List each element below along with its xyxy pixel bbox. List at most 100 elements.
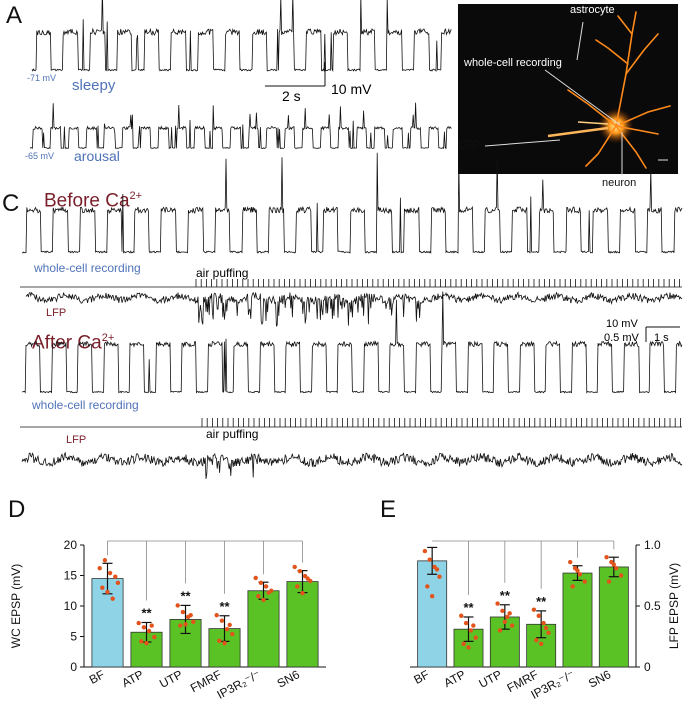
y-tick-label: 10 xyxy=(64,599,78,613)
data-point xyxy=(256,594,261,599)
lfp-path xyxy=(25,291,683,327)
data-point xyxy=(191,619,196,625)
category-label: BF xyxy=(411,667,431,687)
data-point xyxy=(224,626,230,632)
data-point xyxy=(500,608,505,614)
data-point xyxy=(463,620,469,626)
data-point xyxy=(219,618,225,623)
data-point xyxy=(495,601,500,606)
data-point xyxy=(497,628,503,633)
data-point xyxy=(305,576,310,581)
sleepy-trace xyxy=(31,0,452,73)
data-point xyxy=(102,558,108,563)
data-point xyxy=(183,622,188,627)
data-point xyxy=(188,612,193,618)
data-point xyxy=(534,637,539,643)
after-air-puff-marks xyxy=(20,418,682,428)
after-lfp-trace xyxy=(21,451,683,479)
data-point xyxy=(146,628,152,634)
data-point xyxy=(575,568,580,573)
data-point xyxy=(505,614,510,620)
after-wc-trace xyxy=(22,291,683,394)
data-point xyxy=(611,562,617,567)
lfp-electrode xyxy=(547,126,609,138)
y-tick-label: 0 xyxy=(644,660,651,674)
neuron-label: neuron xyxy=(602,177,637,189)
data-point xyxy=(429,594,435,599)
data-point xyxy=(217,638,222,643)
c-lfp-scale-label: 0.5 mV xyxy=(604,332,639,344)
data-point xyxy=(507,611,512,616)
panel-letter-d: D xyxy=(8,496,26,523)
panel-b-annotations xyxy=(484,21,623,176)
data-point xyxy=(115,580,121,586)
category-label: ATP xyxy=(442,667,468,690)
panel-letter-c: C xyxy=(2,190,20,217)
category-label: ATP xyxy=(120,667,146,690)
data-point xyxy=(568,559,573,565)
data-point xyxy=(473,635,478,640)
data-point xyxy=(230,631,235,637)
trace-path xyxy=(21,152,683,254)
data-point xyxy=(297,569,303,574)
before-wc-label: whole-cell recording xyxy=(34,261,141,275)
time-scale-label: 2 s xyxy=(282,88,301,104)
data-point xyxy=(227,622,232,628)
data-point xyxy=(536,613,541,618)
data-point xyxy=(263,584,269,589)
bar xyxy=(562,572,593,668)
after-air-puff-label: air puffing xyxy=(206,427,259,441)
significance-marker: ** xyxy=(536,594,547,609)
data-point xyxy=(253,575,258,581)
data-point xyxy=(577,572,583,577)
significance-marker: ** xyxy=(463,600,474,615)
bar xyxy=(247,590,280,668)
data-point xyxy=(468,628,474,633)
arousal-state-label: arousal xyxy=(74,148,120,164)
significance-marker: ** xyxy=(141,605,152,620)
after-lfp-label: LFP xyxy=(66,434,87,446)
data-point xyxy=(614,565,619,571)
data-point xyxy=(437,574,442,579)
significance-marker: ** xyxy=(219,599,230,614)
bar xyxy=(417,560,448,668)
trace-path xyxy=(29,102,452,150)
panel-letter-e: E xyxy=(380,496,397,523)
data-point xyxy=(105,589,110,595)
neuron-fluorescence xyxy=(547,11,671,169)
data-point xyxy=(541,620,546,626)
y-tick-label: 15 xyxy=(64,569,78,583)
y-tick-label: 1.0 xyxy=(644,538,661,552)
data-point xyxy=(434,567,440,572)
arousal-trace xyxy=(29,102,452,150)
category-label: SN6 xyxy=(586,667,613,690)
data-point xyxy=(113,574,118,579)
data-point xyxy=(136,620,141,626)
panel-c-traces xyxy=(20,152,683,479)
lfp-path xyxy=(21,451,683,479)
trace-path xyxy=(22,291,683,394)
significance-marker: ** xyxy=(500,588,511,603)
data-point xyxy=(604,555,609,560)
data-point xyxy=(180,609,186,615)
data-point xyxy=(175,603,180,608)
data-point xyxy=(422,548,428,554)
lfp-label: LFP xyxy=(458,138,481,152)
c-time-scale-label: 1 s xyxy=(654,332,669,344)
trace-path xyxy=(31,0,452,73)
data-point xyxy=(97,565,102,571)
data-point xyxy=(266,590,271,595)
arousal-voltage-label: -65 mV xyxy=(25,151,55,161)
data-point xyxy=(466,645,471,650)
data-point xyxy=(149,623,154,628)
y-tick-label: 0 xyxy=(70,660,77,674)
after-wc-label: whole-cell recording xyxy=(32,398,139,412)
bar xyxy=(598,566,629,668)
data-point xyxy=(425,584,430,589)
sleepy-state-label: sleepy xyxy=(72,77,116,94)
data-point xyxy=(570,584,575,589)
data-point xyxy=(295,584,300,589)
data-point xyxy=(531,607,537,612)
before-lfp-label: LFP xyxy=(46,307,67,319)
